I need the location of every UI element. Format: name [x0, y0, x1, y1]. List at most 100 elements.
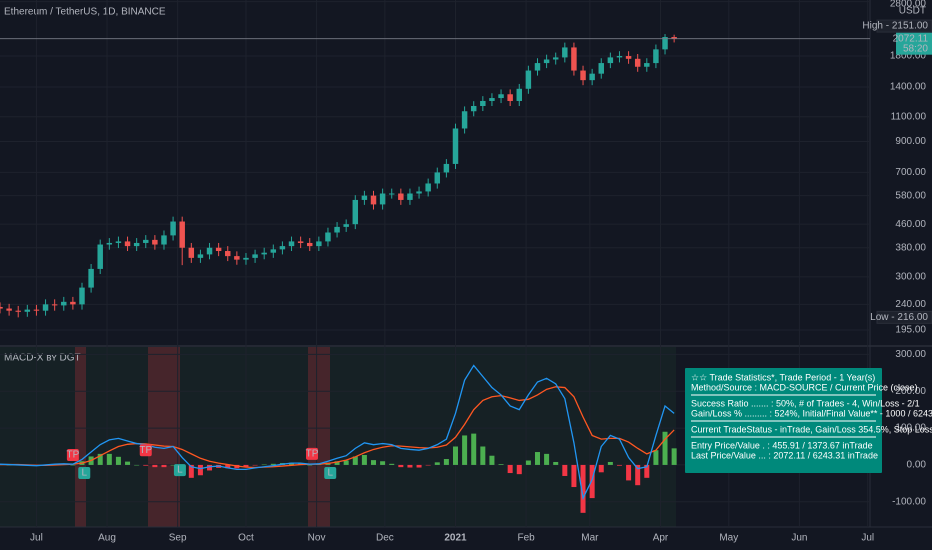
- candle-body: [525, 70, 532, 89]
- stats-line: Success Ratio ....... : 50%, # of Trades…: [691, 398, 920, 408]
- histogram-bar: [616, 464, 622, 466]
- candle-body: [0, 306, 3, 309]
- candle-body: [616, 56, 623, 58]
- histogram-bar: [371, 460, 377, 465]
- histogram-bar: [97, 453, 103, 465]
- candle-body: [516, 88, 522, 101]
- candle-body: [534, 63, 541, 71]
- histogram-bar: [170, 464, 176, 466]
- histogram-bar: [207, 464, 213, 471]
- stats-line: Last Price/Value ... : 2072.11 / 6243.31…: [691, 450, 878, 460]
- candle-body: [671, 37, 677, 39]
- signal-marker: [66, 448, 79, 461]
- candle-body: [33, 309, 40, 311]
- histogram-bar: [398, 464, 404, 468]
- histogram-bar: [270, 463, 276, 465]
- histogram-bar: [507, 464, 513, 474]
- candle-body: [325, 232, 331, 242]
- signal-marker: [139, 444, 152, 457]
- histogram-bar: [498, 464, 504, 465]
- y-tick-label: 1400.00: [890, 82, 927, 93]
- histogram-bar: [598, 464, 604, 473]
- histogram-bar: [261, 464, 267, 466]
- last-price-box: [896, 32, 932, 55]
- signal-marker: [173, 464, 186, 477]
- candle-body: [297, 241, 304, 243]
- x-tick-label: Apr: [653, 533, 669, 544]
- candle-body: [225, 251, 231, 257]
- histogram-bar: [106, 453, 112, 465]
- high-box: [876, 19, 932, 33]
- histogram-bar: [389, 463, 395, 465]
- macd-line: [0, 364, 675, 501]
- stats-line: ☆☆ Trade Statistics*, Trade Period - 1 Y…: [691, 372, 875, 382]
- histogram-bar: [361, 454, 367, 465]
- stats-line: Entry Price/Value . : 455.91 / 1373.67 i…: [691, 440, 873, 450]
- histogram-bar: [407, 464, 413, 468]
- candle-body: [24, 309, 31, 312]
- x-tick-label: Jul: [861, 533, 874, 544]
- histogram-bar: [571, 464, 577, 488]
- candle-body: [443, 163, 450, 173]
- y-tick-label: 300.00: [895, 349, 926, 360]
- candle-body: [562, 47, 568, 58]
- candle-body: [152, 239, 158, 245]
- histogram-bar: [662, 431, 668, 465]
- y-tick-label: 1100.00: [891, 111, 927, 122]
- candle-body: [653, 49, 659, 64]
- histogram-bar: [653, 450, 659, 465]
- candle-body: [370, 195, 377, 205]
- candle-body: [507, 94, 513, 101]
- x-tick-label: Oct: [238, 533, 254, 544]
- candle-body: [51, 304, 58, 306]
- y-tick-label: 380.00: [895, 242, 926, 253]
- candle-body: [261, 252, 267, 255]
- countdown: 58:20: [903, 43, 928, 54]
- histogram-bar: [380, 461, 386, 465]
- histogram-bar: [134, 464, 140, 466]
- candle-body: [270, 249, 277, 253]
- candle-body: [634, 58, 641, 67]
- y-tick-label: 580.00: [895, 190, 926, 201]
- histogram-bar: [626, 464, 632, 481]
- histogram-bar: [425, 464, 431, 466]
- histogram-bar: [161, 464, 167, 468]
- signal-marker-label: TP: [66, 450, 79, 461]
- candle-body: [316, 241, 322, 247]
- candle-body: [42, 304, 49, 311]
- candle-body: [434, 172, 441, 184]
- histogram-bar: [516, 464, 522, 475]
- x-tick-label: Jun: [791, 533, 807, 544]
- histogram-bar: [243, 464, 249, 468]
- signal-marker-label: L: [177, 465, 183, 476]
- histogram-bar: [471, 433, 477, 465]
- histogram-bar: [580, 464, 586, 513]
- histogram-bar: [115, 456, 121, 465]
- x-tick-label: Aug: [98, 533, 116, 544]
- y-tick-label: 195.00: [895, 325, 926, 336]
- candle-body: [589, 73, 595, 81]
- histogram-bar: [589, 464, 595, 499]
- y-tick-label: 700.00: [895, 167, 926, 178]
- candle-body: [70, 301, 76, 305]
- candle-body: [97, 244, 103, 269]
- candle-body: [607, 57, 614, 64]
- candle-body: [188, 247, 195, 258]
- candle-body: [571, 47, 577, 71]
- histogram-bar: [225, 464, 231, 469]
- candle-body: [361, 195, 368, 200]
- candle-body: [206, 247, 213, 255]
- candle-body: [124, 241, 131, 247]
- histogram-bar: [125, 461, 131, 465]
- stats-line: Gain/Loss % ......... : 524%, Initial/Fi…: [691, 408, 932, 418]
- y-tick-label: 460.00: [895, 219, 926, 230]
- histogram-bar: [489, 455, 495, 465]
- histogram-bar: [644, 464, 650, 478]
- histogram-bar: [307, 464, 313, 466]
- signal-marker: [78, 467, 91, 480]
- candle-body: [552, 57, 559, 60]
- y-tick-label: 0.00: [907, 460, 927, 471]
- high-label: High - 2151.00: [862, 21, 928, 32]
- trade-zone: [0, 347, 676, 527]
- x-tick-label: 2021: [444, 533, 467, 544]
